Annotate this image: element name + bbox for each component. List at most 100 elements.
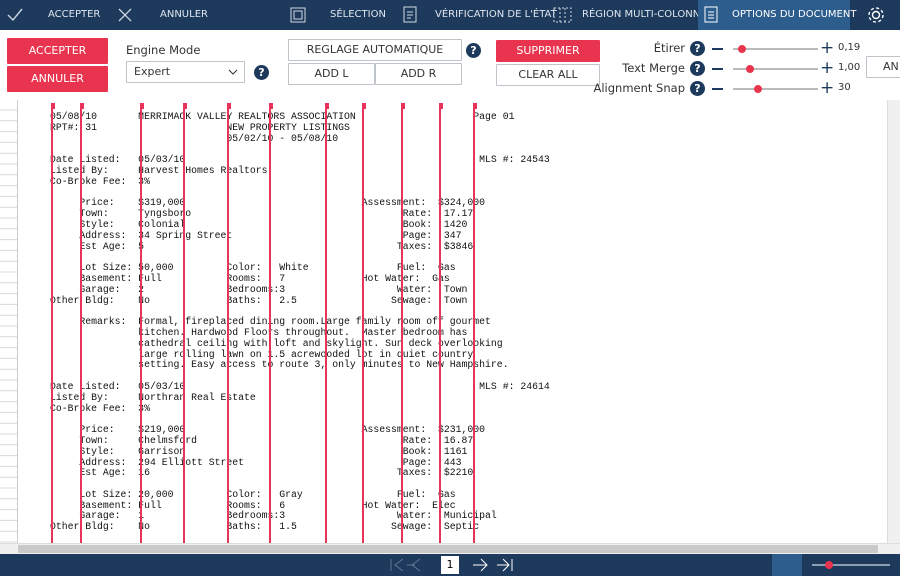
slider-value: 30 [838,82,851,93]
column-guide [325,103,327,543]
zoom-thumb[interactable] [825,561,833,569]
text-line: Co-Broke Fee: 3% [50,175,150,187]
text-line: Date Listed: 05/03/10 MLS #: 24543 [50,154,550,166]
toolbar-selection[interactable]: SÉLECTION [330,9,386,20]
help-icon[interactable]: ? [254,65,269,80]
horizontal-scrollbar[interactable] [0,543,900,554]
add-l-button[interactable]: ADD L [288,63,375,85]
text-block: Date Listed: 05/03/10 MLS #: 24543 Listed… [50,154,550,187]
engine-select[interactable]: Expert [126,61,245,83]
toolbar-accept[interactable]: ACCEPTER [48,9,101,20]
page-number: 1 [446,558,454,571]
slider-thumb [746,65,754,73]
auto-label: REGLAGE AUTOMATIQUE [306,43,444,56]
text-line: Other Bldg: No Baths: 1.5 Sewage: Septic [50,521,480,533]
gutter [0,100,18,543]
text-line: Town: Chelmsford Rate: 16.87 [50,434,474,446]
column-guides [51,103,477,543]
text-block: Remarks: Formal, fireplaced dining room.… [50,316,550,371]
region-icon [553,7,572,23]
check-icon [403,6,417,23]
text-line: large rolling lawn on 1.5 acrewooded lot… [50,348,474,360]
text-line: Lot Size: 50,000 Color: White Fuel: Gas [50,262,456,274]
cancel-button[interactable]: ANNULER [7,66,108,92]
toolbar: ACCEPTER ANNULER SÉLECTION VÉRIFICATION … [0,0,900,30]
options-panel: ACCEPTER ANNULER Engine Mode Expert ? RE… [0,30,900,100]
text-line: Other Bldg: No Baths: 2.5 Sewage: Town [50,294,468,306]
text-line: Address: 34 Spring Street Page: 347 [50,229,462,241]
column-handle [439,103,443,109]
clear-label: CLEAR ALL [518,68,578,81]
clear-button[interactable]: CLEAR ALL [496,64,600,86]
text-line: Date Listed: 05/03/10 MLS #: 24614 [50,380,550,392]
accept-button[interactable]: ACCEPTER [7,38,108,64]
edge-button[interactable]: AN [866,56,900,78]
view-toggle[interactable] [772,554,802,576]
help-icon[interactable]: ? [466,43,481,58]
text-line: 05/08/10 MERRIMACK VALLEY REALTORS ASSOC… [50,111,515,122]
column-guide [473,103,475,543]
column-guide [269,103,271,543]
auto-select[interactable]: REGLAGE AUTOMATIQUE [288,39,462,61]
status-bar: 1 [0,554,900,576]
toolbar-options[interactable]: OPTIONS DU DOCUMENT [732,9,857,20]
toolbar-verification[interactable]: VÉRIFICATION DE L'ÉTAT [435,9,557,20]
edge-label: AN [883,60,899,73]
engine-label: Engine Mode [126,43,201,57]
column-handle [325,103,329,109]
delete-label: SUPPRIMER [516,44,580,57]
add-r-label: ADD R [400,67,437,80]
delete-button[interactable]: SUPPRIMER [496,40,600,62]
column-guide [80,103,82,543]
toolbar-cancel[interactable]: ANNULER [160,9,208,20]
pager-arrows[interactable] [385,557,525,573]
options-icon [704,6,718,23]
column-guide [51,103,53,543]
column-guide [439,103,441,543]
text-line: Lot Size: 20,000 Color: Gray Fuel: Gas [50,488,456,500]
column-handle [362,103,366,109]
slider-minus [712,48,723,50]
help-icon: ? [690,41,705,56]
page-input[interactable]: 1 [441,556,459,574]
vertical-scrollbar[interactable] [887,100,900,543]
slider-label: Étirer [653,41,685,55]
toolbar-region[interactable]: RÉGION MULTI-COLONNES [582,9,713,20]
slider-value: 0,19 [838,42,861,53]
column-handle [80,103,84,109]
column-handle [473,103,477,109]
text-line: setting. Easy access to route 3, only mi… [50,359,509,371]
settings-icon[interactable] [866,5,886,25]
text-block: Price: $219,000 Assessment: $231,000 Tow… [50,424,550,479]
add-l-label: ADD L [314,67,349,80]
text-block: Lot Size: 20,000 Color: Gray Fuel: Gas B… [50,488,550,533]
column-guide [183,103,185,543]
column-handle [183,103,187,109]
text-line: Town: Tyngsboro Rate: 17.17 [50,208,474,220]
text-line: Price: $219,000 Assessment: $231,000 [50,424,486,436]
column-guide [227,103,229,543]
zoom-track[interactable] [812,564,890,566]
active-tab[interactable] [698,0,850,30]
column-handle [227,103,231,109]
text-block: Lot Size: 50,000 Color: White Fuel: Gas … [50,262,550,306]
text-line: Listed By: Northran Real Estate [50,391,256,403]
slider-plus: + [820,58,835,78]
slider-plus: + [820,38,835,58]
text-line: 05/02/10 - 05/08/10 [50,132,339,144]
add-r-button[interactable]: ADD R [375,63,462,85]
text-line: Co-Broke Fee: 3% [50,402,150,414]
text-line: kitchen. Hardwood Floors throughout. Mas… [50,326,468,338]
accept-label: ACCEPTER [28,44,87,57]
document-text: 05/08/10 MERRIMACK VALLEY REALTORS ASSOC… [50,111,550,543]
help-icon: ? [690,81,705,96]
slider-label: Alignment Snap [593,81,685,95]
slider-track [733,68,818,70]
column-guide [401,103,403,543]
text-line: cathedral ceiling with loft and skylight… [50,337,503,349]
slider-track [733,88,818,90]
scroll-thumb[interactable] [18,545,878,553]
selection-icon [290,7,306,23]
text-line: Address: 294 Elliott Street Page: 443 [50,456,462,468]
